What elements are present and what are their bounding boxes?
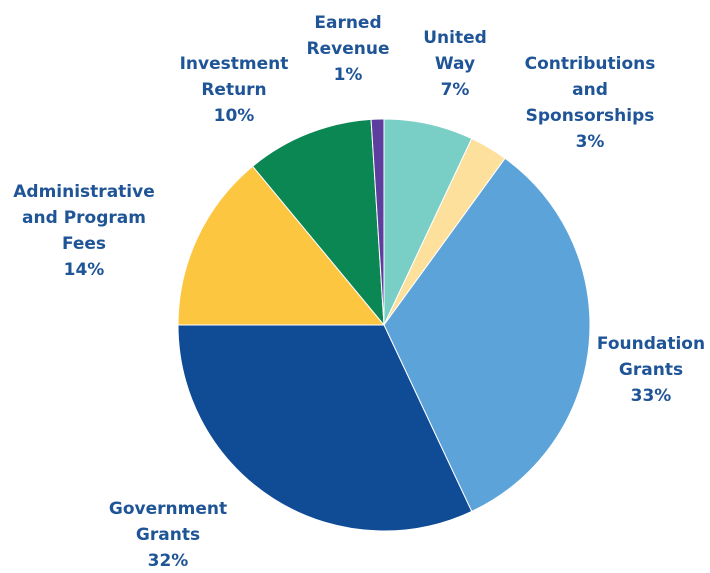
slice-label-earned-revenue: Earned Revenue 1% xyxy=(307,13,390,85)
pie-slice-earned-revenue xyxy=(370,118,385,326)
pie-slice-investment-return xyxy=(251,118,385,327)
slice-label-contributions-and-sponsorships: Contributions and Sponsorships 3% xyxy=(525,54,656,152)
pie-slice-administrative-and-program-fees xyxy=(177,165,386,326)
slice-label-united-way: United Way 7% xyxy=(423,28,487,100)
pie-slice-government-grants xyxy=(177,324,473,532)
slice-label-foundation-grants: Foundation Grants 33% xyxy=(597,334,705,406)
pie-slice-foundation-grants xyxy=(383,157,591,513)
slice-label-investment-return: Investment Return 10% xyxy=(180,54,289,126)
slice-label-government-grants: Government Grants 32% xyxy=(109,499,227,571)
slice-label-administrative-and-program-fees: Administrative and Program Fees 14% xyxy=(13,182,154,280)
